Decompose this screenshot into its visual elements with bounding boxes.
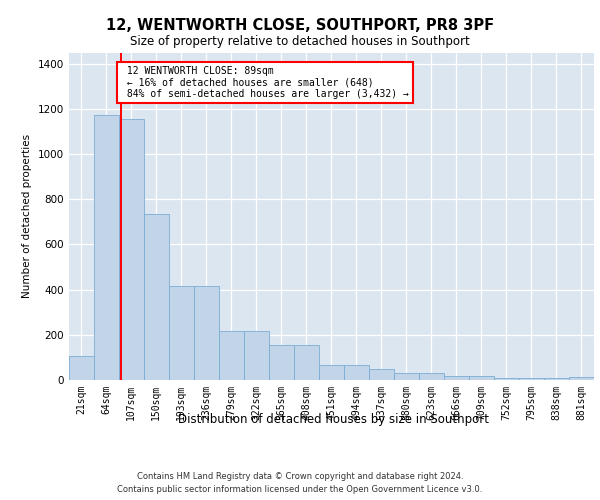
Bar <box>194 286 219 380</box>
Bar <box>444 376 469 380</box>
Bar <box>344 364 369 380</box>
Bar <box>394 373 419 380</box>
Bar <box>169 286 194 380</box>
Bar <box>319 364 344 380</box>
Bar <box>519 378 544 380</box>
Bar <box>544 378 569 380</box>
Bar <box>419 373 444 380</box>
Bar <box>69 356 94 380</box>
Text: Distribution of detached houses by size in Southport: Distribution of detached houses by size … <box>178 412 488 426</box>
Bar <box>244 331 269 380</box>
Text: Size of property relative to detached houses in Southport: Size of property relative to detached ho… <box>130 35 470 48</box>
Y-axis label: Number of detached properties: Number of detached properties <box>22 134 32 298</box>
Text: Contains HM Land Registry data © Crown copyright and database right 2024.: Contains HM Land Registry data © Crown c… <box>137 472 463 481</box>
Bar <box>119 119 144 380</box>
Bar <box>569 376 594 380</box>
Bar <box>494 378 519 380</box>
Bar <box>369 369 394 380</box>
Bar <box>294 345 319 380</box>
Bar <box>469 376 494 380</box>
Text: 12 WENTWORTH CLOSE: 89sqm
 ← 16% of detached houses are smaller (648)
 84% of se: 12 WENTWORTH CLOSE: 89sqm ← 16% of detac… <box>121 66 409 100</box>
Text: Contains public sector information licensed under the Open Government Licence v3: Contains public sector information licen… <box>118 484 482 494</box>
Bar <box>269 345 294 380</box>
Bar <box>219 332 244 380</box>
Bar <box>144 214 169 380</box>
Bar <box>94 114 119 380</box>
Text: 12, WENTWORTH CLOSE, SOUTHPORT, PR8 3PF: 12, WENTWORTH CLOSE, SOUTHPORT, PR8 3PF <box>106 18 494 32</box>
